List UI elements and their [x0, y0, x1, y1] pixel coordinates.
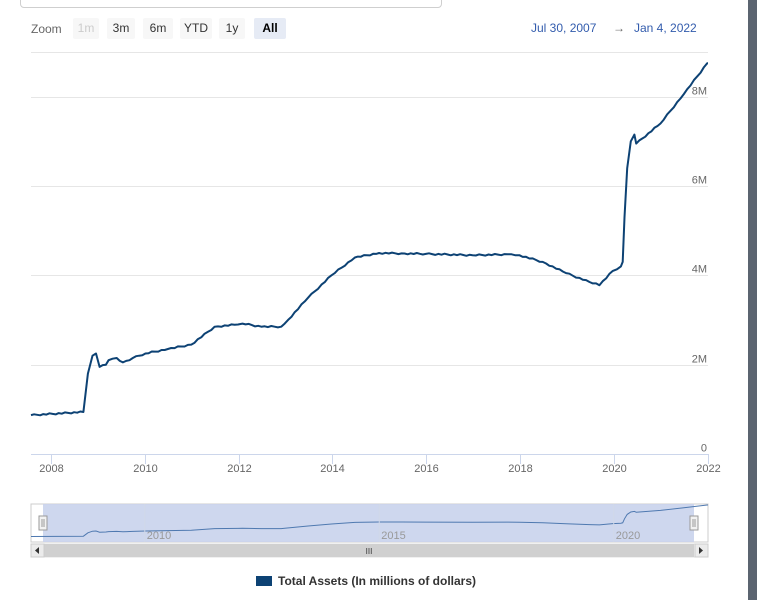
- scrollbar-grip: III: [366, 547, 373, 556]
- y-tick-label: 4M: [692, 264, 707, 276]
- navigator-selection: [43, 504, 694, 542]
- range-arrow: →: [613, 21, 625, 35]
- legend-label: Total Assets (In millions of dollars): [278, 574, 477, 588]
- x-tick-label: 2020: [602, 463, 626, 475]
- zoom-button-all[interactable]: All: [254, 18, 286, 39]
- x-tick-label: 2008: [39, 463, 63, 475]
- series-line-total-assets: [30, 62, 709, 417]
- navigator-handle-left[interactable]: [38, 515, 48, 531]
- navigator-label: 2015: [381, 530, 405, 542]
- y-tick-label: 2M: [692, 354, 707, 366]
- scrollbar-thumb: [44, 544, 694, 557]
- navigator-label: 2010: [147, 530, 171, 542]
- zoom-button-ytd[interactable]: YTD: [180, 18, 212, 39]
- navigator-handle-right[interactable]: [689, 515, 699, 531]
- x-tick-label: 2022: [696, 463, 720, 475]
- scrollbar-right-button: [694, 543, 709, 558]
- x-tick-label: 2018: [508, 463, 532, 475]
- navigator-series-line: [30, 504, 708, 537]
- top-panel-edge: [20, 0, 442, 8]
- x-tick-label: 2014: [320, 463, 344, 475]
- y-tick-label: 8M: [692, 86, 707, 98]
- legend-swatch: [256, 576, 272, 586]
- x-tick-label: 2016: [414, 463, 438, 475]
- scrollbar-left-button: [30, 543, 45, 558]
- range-from-date[interactable]: Jul 30, 2007: [531, 21, 597, 35]
- zoom-button-1m[interactable]: 1m: [73, 18, 99, 39]
- navigator-label: 2020: [616, 530, 640, 542]
- scroll-left-arrow-icon: [35, 547, 39, 554]
- zoom-button-1y[interactable]: 1y: [219, 18, 245, 39]
- y-tick-label: 0: [701, 443, 707, 455]
- navigator-scrollbar[interactable]: III: [30, 543, 709, 558]
- handle-body: [38, 515, 48, 531]
- zoom-button-3m[interactable]: 3m: [107, 18, 135, 39]
- y-tick-label: 6M: [692, 175, 707, 187]
- handle-body: [689, 515, 699, 531]
- zoom-button-6m[interactable]: 6m: [143, 18, 173, 39]
- x-tick-label: 2010: [133, 463, 157, 475]
- navigator-frame: [30, 503, 709, 543]
- page-scrollbar[interactable]: [748, 0, 757, 600]
- zoom-label: Zoom: [31, 22, 62, 36]
- range-to-date[interactable]: Jan 4, 2022: [634, 21, 697, 35]
- legend[interactable]: Total Assets (In millions of dollars): [256, 573, 476, 589]
- x-tick-label: 2012: [227, 463, 251, 475]
- scrollbar-track: [30, 543, 709, 558]
- scroll-right-arrow-icon: [699, 547, 703, 554]
